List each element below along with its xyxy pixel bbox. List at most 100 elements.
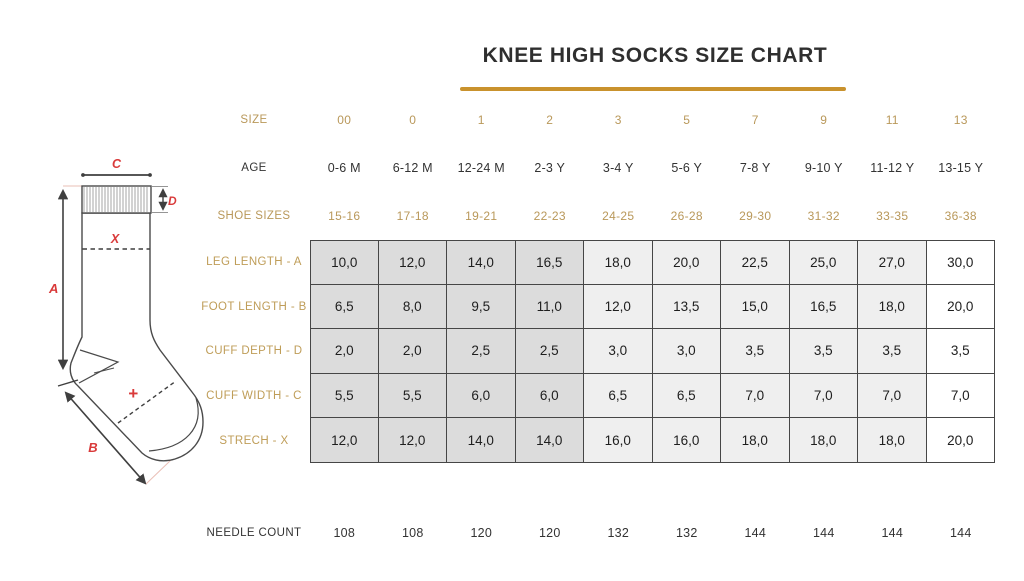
shoe-size-value: 15-16 [328, 209, 361, 223]
toe-seam-line [148, 397, 199, 452]
table-cell: 6,5 [310, 284, 379, 330]
row-label-cuff-width: CUFF WIDTH - C [206, 390, 302, 403]
table-cell: 3,5 [858, 329, 927, 374]
size-value: 2 [546, 113, 554, 127]
row-label-stretch: STRECH - X [219, 434, 289, 447]
table-cell: 30,0 [926, 240, 995, 285]
table-cell: 20,0 [926, 284, 995, 330]
measure-c-end-right [148, 173, 152, 177]
table-cell: 12,0 [378, 240, 447, 285]
table-cell: 7,0 [926, 373, 995, 419]
measure-x-label: X [110, 232, 120, 246]
size-value: 5 [683, 113, 691, 127]
needle-count-value: 108 [402, 526, 424, 540]
measure-c-end-left [81, 173, 85, 177]
heel-tick [57, 379, 79, 387]
table-cell: 16,5 [515, 240, 584, 285]
age-value: 5-6 Y [671, 161, 703, 175]
table-cell: 18,0 [584, 240, 653, 285]
table-cell: 3,5 [926, 329, 995, 374]
needle-count-value: 144 [950, 526, 972, 540]
table-cell: 14,0 [447, 240, 516, 285]
measure-d-label: D [168, 194, 177, 208]
table-cell: 16,0 [584, 418, 653, 463]
shoe-size-value: 33-35 [876, 209, 909, 223]
table-cell: 13,5 [652, 284, 721, 330]
plus-mark: + [128, 384, 138, 403]
shoe-size-value: 26-28 [670, 209, 703, 223]
heel-inner-line [93, 367, 115, 374]
title-underline [460, 87, 846, 91]
needle-count-row: NEEDLE COUNT 108 108 120 120 132 132 144… [198, 525, 995, 541]
guide-line-toe [145, 459, 172, 485]
cuff-ribbing [83, 187, 148, 212]
table-cell: 2,5 [447, 329, 516, 374]
table-cell: 6,0 [447, 373, 516, 419]
table-cell: 5,5 [378, 373, 447, 419]
row-label-size: SIZE [240, 114, 268, 126]
shoe-size-value: 29-30 [739, 209, 772, 223]
size-value: 1 [477, 113, 485, 127]
table-cell: 3,0 [584, 329, 653, 374]
needle-count-value: 108 [333, 526, 355, 540]
sock-outline [69, 212, 204, 462]
table-cell: 2,0 [310, 329, 379, 374]
age-value: 7-8 Y [739, 161, 771, 175]
row-label-foot-length: FOOT LENGTH - B [201, 300, 307, 313]
size-value: 3 [614, 113, 622, 127]
needle-count-value: 144 [881, 526, 903, 540]
shoe-size-value: 17-18 [396, 209, 429, 223]
row-label-cuff-depth: CUFF DEPTH - D [205, 345, 303, 358]
age-value: 9-10 Y [804, 161, 843, 175]
row-label-age: AGE [241, 162, 267, 174]
table-cell: 18,0 [858, 418, 927, 463]
shoe-sizes-row: SHOE SIZES 15-16 17-18 19-21 22-23 24-25… [198, 208, 995, 224]
table-cell: 15,0 [721, 284, 790, 330]
table-cell: 20,0 [652, 240, 721, 285]
table-cell: 2,5 [515, 329, 584, 374]
table-cell: 12,0 [310, 418, 379, 463]
table-cell: 11,0 [515, 284, 584, 330]
table-cell: 3,0 [652, 329, 721, 374]
measure-a-label: A [48, 281, 58, 296]
table-cell: 6,5 [584, 373, 653, 419]
foot-dashed-line [117, 380, 177, 424]
age-value: 11-12 Y [870, 161, 915, 175]
heel-patch-line [78, 349, 120, 384]
measure-b-arrow [64, 391, 147, 485]
age-value: 0-6 M [327, 161, 361, 175]
age-row: AGE 0-6 M 6-12 M 12-24 M 2-3 Y 3-4 Y 5-6… [198, 160, 995, 176]
age-value: 12-24 M [457, 161, 505, 175]
row-label-needle-count: NEEDLE COUNT [206, 527, 302, 539]
size-value: 13 [953, 113, 968, 127]
needle-count-value: 120 [539, 526, 561, 540]
page-title: KNEE HIGH SOCKS SIZE CHART [482, 44, 828, 67]
row-label-shoe-sizes: SHOE SIZES [217, 210, 291, 222]
shoe-size-value: 19-21 [465, 209, 498, 223]
table-cell: 12,0 [584, 284, 653, 330]
needle-count-value: 132 [676, 526, 698, 540]
table-cell: 3,5 [789, 329, 858, 374]
size-value: 7 [751, 113, 759, 127]
shoe-size-value: 31-32 [807, 209, 840, 223]
size-value: 9 [820, 113, 828, 127]
table-cell: 6,0 [515, 373, 584, 419]
size-value: 00 [337, 113, 352, 127]
shoe-size-value: 24-25 [602, 209, 635, 223]
table-cell: 25,0 [789, 240, 858, 285]
table-cell: 9,5 [447, 284, 516, 330]
table-cell: 12,0 [378, 418, 447, 463]
age-value: 2-3 Y [534, 161, 566, 175]
table-cell: 2,0 [378, 329, 447, 374]
table-cell: 27,0 [858, 240, 927, 285]
table-cell: 16,0 [652, 418, 721, 463]
table-cell: 8,0 [378, 284, 447, 330]
measure-b-label: B [88, 440, 97, 455]
sock-diagram: A C D X + B [48, 157, 204, 485]
cuff-rect [81, 185, 152, 214]
table-cell: 14,0 [515, 418, 584, 463]
shoe-size-value: 22-23 [533, 209, 566, 223]
age-value: 6-12 M [392, 161, 433, 175]
row-label-leg-length: LEG LENGTH - A [206, 256, 302, 269]
